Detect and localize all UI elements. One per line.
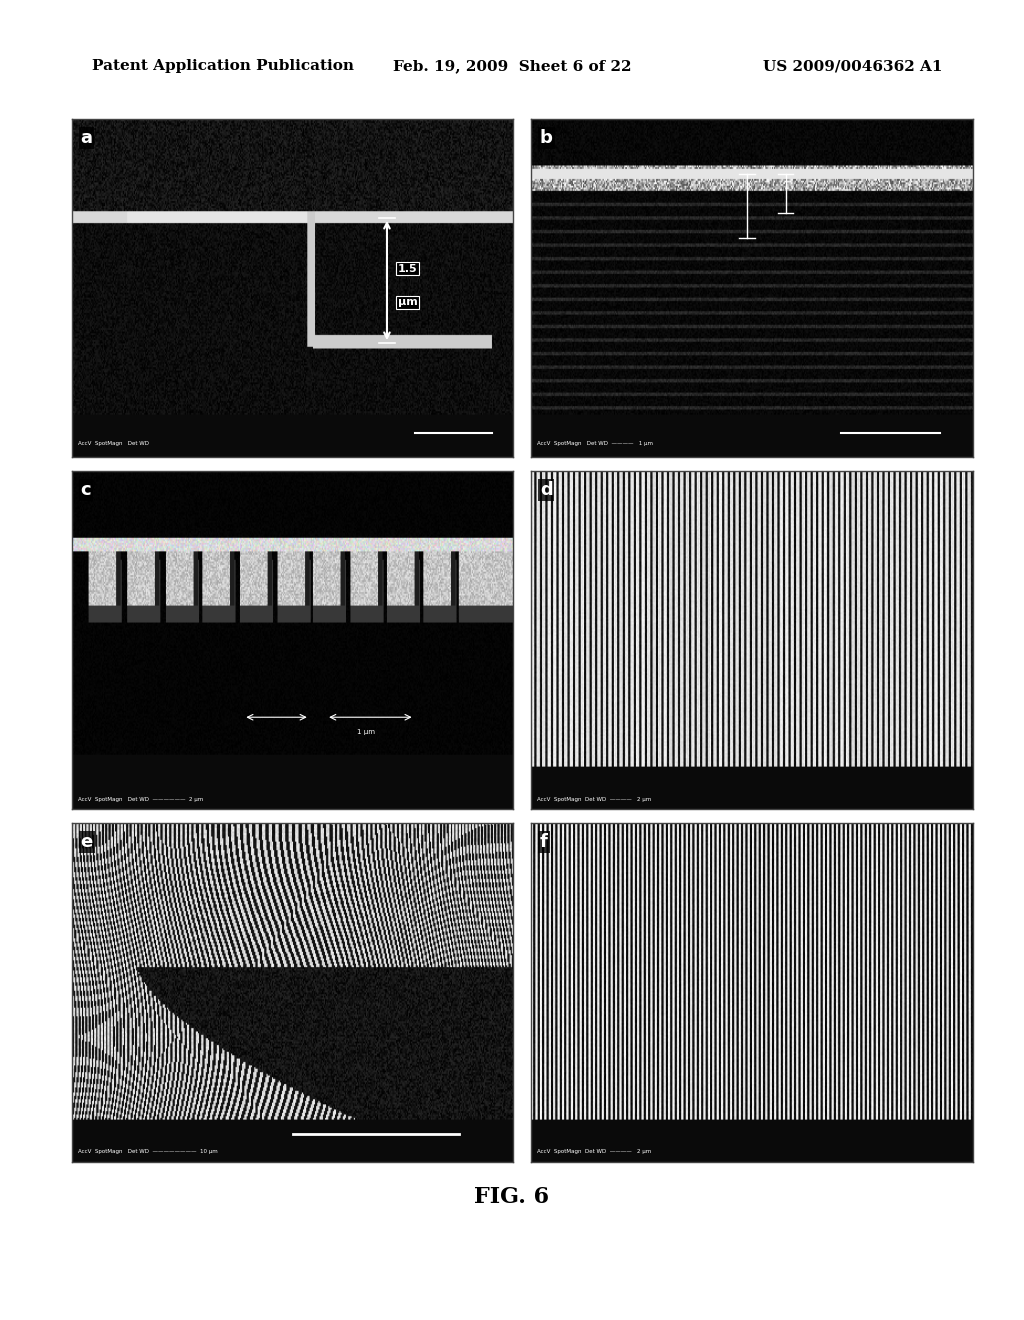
- Text: FIG. 6: FIG. 6: [474, 1185, 550, 1208]
- Text: AccV  SpotMagn   Det WD  ————   1 μm: AccV SpotMagn Det WD ———— 1 μm: [538, 441, 653, 446]
- Text: Feb. 19, 2009  Sheet 6 of 22: Feb. 19, 2009 Sheet 6 of 22: [393, 59, 631, 74]
- Text: AccV  SpotMagn  Det WD  ————   2 μm: AccV SpotMagn Det WD ———— 2 μm: [538, 1148, 651, 1154]
- Text: a: a: [81, 129, 92, 147]
- Text: e: e: [81, 833, 93, 851]
- Text: Patent Application Publication: Patent Application Publication: [92, 59, 354, 74]
- Text: 1.5: 1.5: [398, 264, 418, 273]
- Text: c: c: [81, 480, 91, 499]
- Text: b: b: [540, 129, 553, 147]
- Text: AccV  SpotMagn   Det WD: AccV SpotMagn Det WD: [78, 441, 148, 446]
- Text: AccV  SpotMagn  Det WD  ————   2 μm: AccV SpotMagn Det WD ———— 2 μm: [538, 797, 651, 801]
- Text: μm: μm: [398, 297, 418, 308]
- Text: f: f: [540, 833, 548, 851]
- Text: d: d: [540, 480, 553, 499]
- Text: 1 μm: 1 μm: [357, 729, 375, 735]
- Text: AccV  SpotMagn   Det WD  ——————  2 μm: AccV SpotMagn Det WD —————— 2 μm: [78, 797, 203, 801]
- Text: AccV  SpotMagn   Det WD  ————————  10 μm: AccV SpotMagn Det WD ———————— 10 μm: [78, 1148, 217, 1154]
- Text: US 2009/0046362 A1: US 2009/0046362 A1: [763, 59, 942, 74]
